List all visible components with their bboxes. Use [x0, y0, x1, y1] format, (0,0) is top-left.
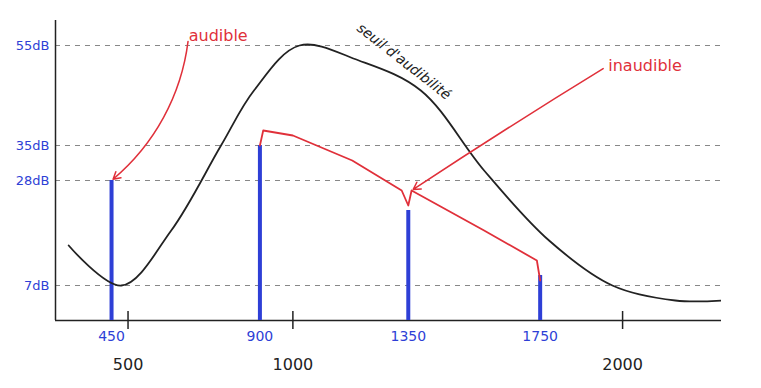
- svg-text:2000: 2000: [602, 355, 643, 374]
- svg-text:1350: 1350: [390, 328, 426, 344]
- svg-text:audible: audible: [189, 26, 248, 45]
- svg-text:55dB: 55dB: [16, 38, 50, 53]
- svg-text:28dB: 28dB: [16, 173, 50, 188]
- svg-text:500: 500: [113, 355, 144, 374]
- svg-text:seuil d'audibilité: seuil d'audibilité: [354, 19, 454, 102]
- svg-text:900: 900: [247, 328, 274, 344]
- svg-text:1000: 1000: [273, 355, 314, 374]
- svg-text:450: 450: [98, 328, 125, 344]
- svg-text:35dB: 35dB: [16, 138, 50, 153]
- svg-text:7dB: 7dB: [24, 278, 49, 293]
- svg-text:inaudible: inaudible: [608, 56, 682, 75]
- svg-text:1750: 1750: [522, 328, 558, 344]
